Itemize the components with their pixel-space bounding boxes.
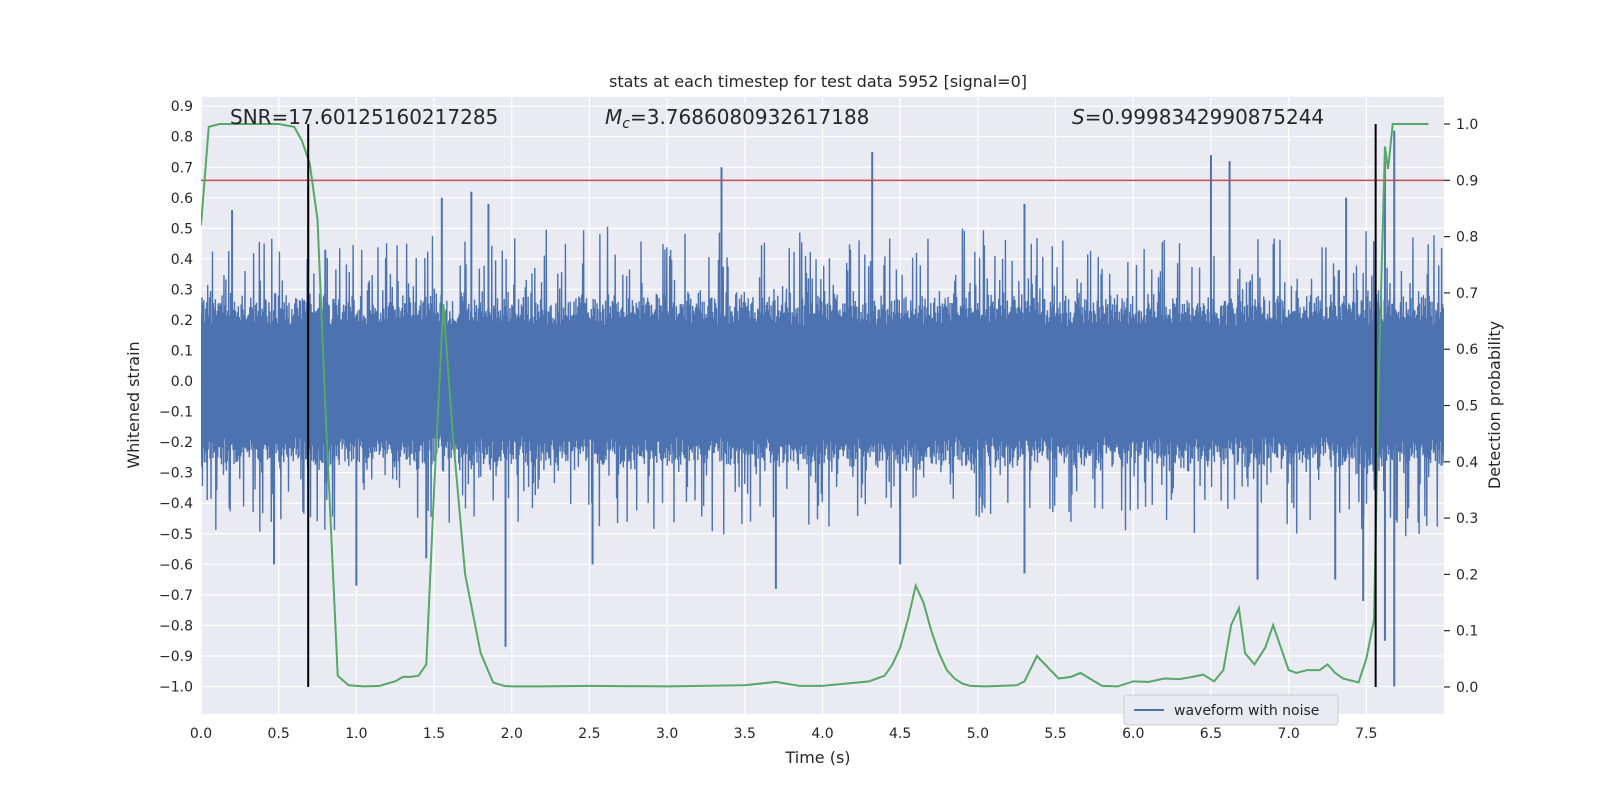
- probability-line: [201, 123, 1429, 688]
- y-tick-label: 0.2: [171, 313, 193, 329]
- y-tick-label: −0.3: [159, 466, 193, 482]
- y2-tick-label: 0.6: [1456, 342, 1478, 358]
- y-tick-label: −0.6: [159, 557, 193, 573]
- y-tick-label: 0.3: [171, 282, 193, 298]
- y-tick-label: 0.5: [171, 221, 193, 237]
- x-tick-label: 5.5: [1044, 726, 1066, 742]
- x-tick-label: 1.0: [345, 726, 367, 742]
- x-tick-label: 2.0: [501, 726, 523, 742]
- y2-tick-label: 0.2: [1456, 567, 1478, 583]
- mc-subscript: c: [622, 116, 630, 132]
- y2-tick-label: 0.1: [1456, 624, 1478, 640]
- y2-axis-label: Detection probability: [1485, 321, 1504, 489]
- x-tick-label: 0.0: [190, 726, 212, 742]
- x-tick-label: 4.5: [889, 726, 911, 742]
- y-tick-label: 0.8: [171, 130, 193, 146]
- x-tick-label: 2.5: [578, 726, 600, 742]
- x-axis-label: Time (s): [784, 748, 850, 767]
- x-tick-label: 0.5: [268, 726, 290, 742]
- y2-tick-label: 0.8: [1456, 230, 1478, 246]
- x-tick-label: 1.5: [423, 726, 445, 742]
- y-tick-label: −0.7: [159, 588, 193, 604]
- x-axis-ticks: 0.0 0.5 1.0 1.5 2.0 2.5 3.0 3.5 4.0 4.5 5.0 5.5 6.0 6…: [190, 726, 1378, 742]
- chart-title: stats at each timestep for test data 595…: [609, 72, 1027, 91]
- x-tick-label: 6.5: [1200, 726, 1222, 742]
- score-annotation: S=0.9998342990875244: [1072, 105, 1324, 129]
- y2-axis-ticks: 0.0 0.1 0.2 0.3 0.4 0.5 0.6 0.7 0.8 0.9 1.0: [1444, 117, 1478, 696]
- y2-tick-label: 0.5: [1456, 399, 1478, 415]
- plot-content: [201, 123, 1444, 688]
- y-axis-ticks: 0.9 0.8 0.7 0.6 0.5 0.4 0.3 0.2 0.1 0.0 −0.1 −0.2 −0…: [159, 99, 193, 695]
- y-tick-label: 0.1: [171, 344, 193, 360]
- y-tick-label: −0.9: [159, 649, 193, 665]
- x-tick-label: 3.0: [656, 726, 678, 742]
- y-tick-label: 0.0: [171, 374, 193, 390]
- snr-annotation: SNR=17.60125160217285: [230, 105, 498, 129]
- mc-symbol: M: [605, 105, 622, 129]
- y2-tick-label: 0.7: [1456, 286, 1478, 302]
- chirp-mass-annotation: Mc=3.7686080932617188: [605, 105, 869, 132]
- x-tick-label: 5.0: [967, 726, 989, 742]
- x-tick-label: 4.0: [811, 726, 833, 742]
- s-symbol: S: [1072, 105, 1085, 129]
- s-value: =0.9998342990875244: [1085, 105, 1324, 129]
- x-tick-label: 3.5: [734, 726, 756, 742]
- y-tick-label: 0.4: [171, 252, 193, 268]
- y-tick-label: −0.8: [159, 618, 193, 634]
- y2-tick-label: 0.9: [1456, 173, 1478, 189]
- legend-label-waveform: waveform with noise: [1174, 703, 1319, 719]
- y2-tick-label: 0.3: [1456, 511, 1478, 527]
- y-tick-label: −0.1: [159, 405, 193, 421]
- legend-box: [1123, 694, 1339, 726]
- x-tick-label: 6.0: [1122, 726, 1144, 742]
- waveform-line: [201, 226, 1444, 537]
- y-tick-label: −0.5: [159, 527, 193, 543]
- y2-tick-label: 1.0: [1456, 117, 1478, 133]
- y-tick-label: −1.0: [159, 680, 193, 696]
- y-tick-label: −0.2: [159, 435, 193, 451]
- y2-tick-label: 0.4: [1456, 455, 1478, 471]
- y-axis-label: Whitened strain: [124, 341, 143, 468]
- y2-tick-label: 0.0: [1456, 680, 1478, 696]
- legend: waveform with noise: [1123, 694, 1339, 726]
- y-tick-label: 0.6: [171, 191, 193, 207]
- y-tick-label: −0.4: [159, 496, 193, 512]
- x-tick-label: 7.5: [1355, 726, 1377, 742]
- mc-value: =3.7686080932617188: [630, 105, 869, 129]
- x-tick-label: 7.0: [1277, 726, 1299, 742]
- y-tick-label: 0.9: [171, 99, 193, 115]
- y-tick-label: 0.7: [171, 160, 193, 176]
